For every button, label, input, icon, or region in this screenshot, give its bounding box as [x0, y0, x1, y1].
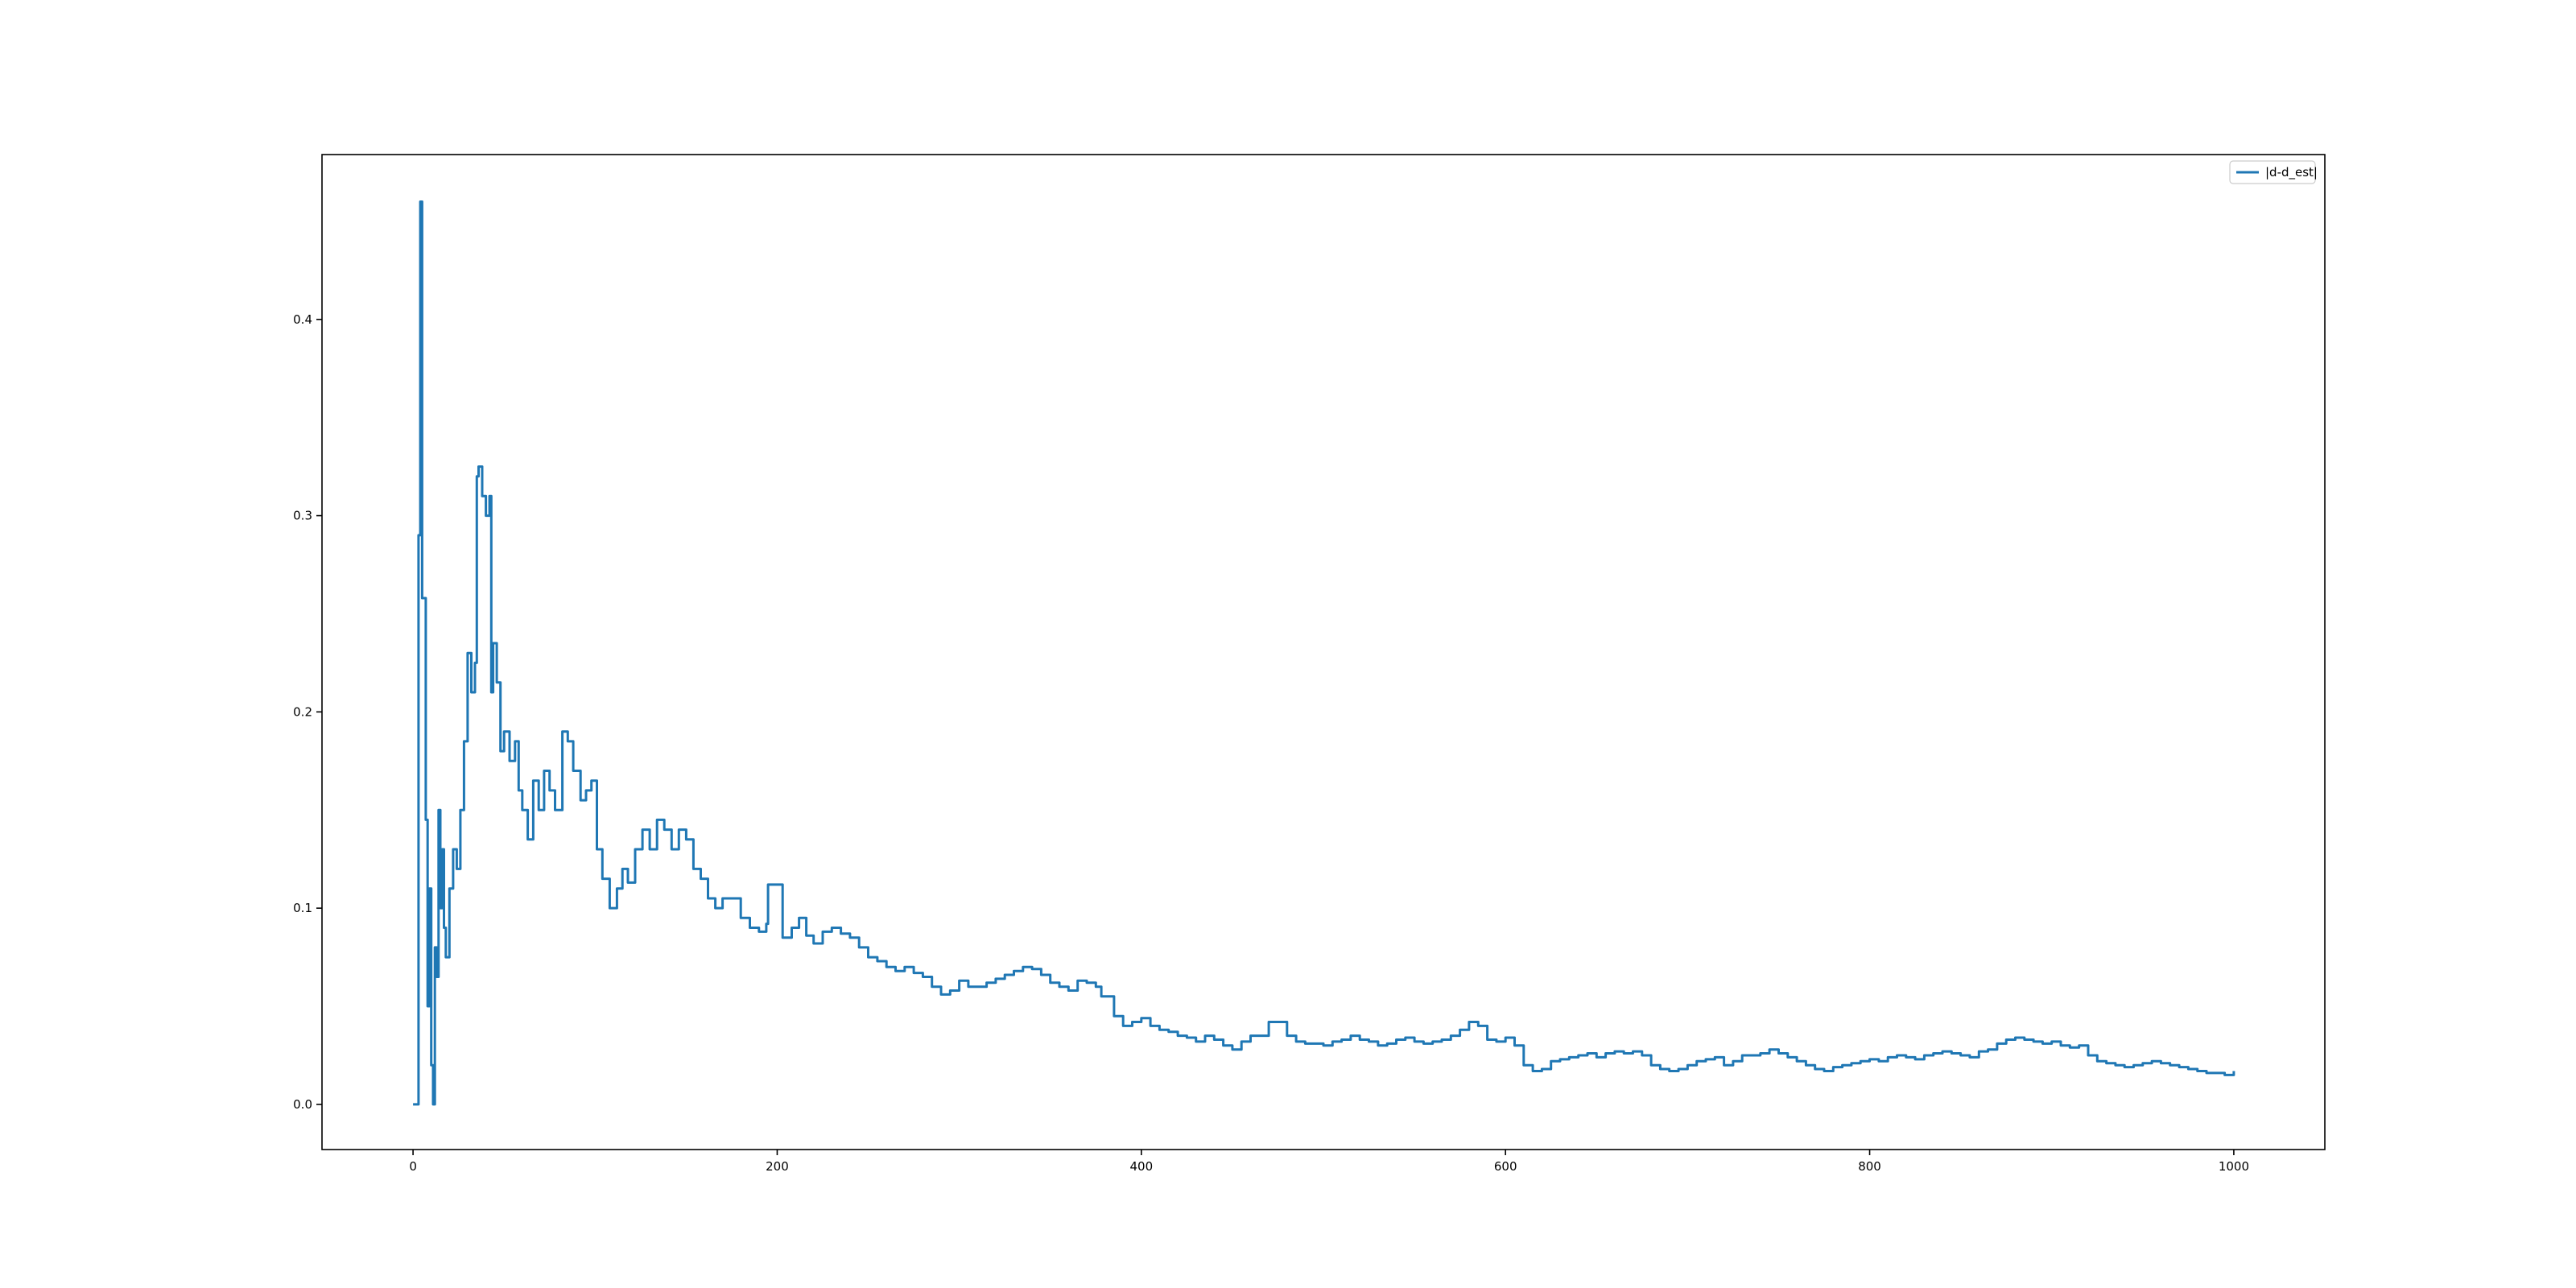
y-tick-label: 0.0 — [293, 1097, 312, 1112]
x-tick-label: 600 — [1494, 1159, 1517, 1174]
y-tick-label: 0.3 — [293, 509, 312, 523]
x-tick-label: 200 — [766, 1159, 789, 1174]
x-tick-label: 400 — [1129, 1159, 1153, 1174]
axes-background — [322, 155, 2325, 1150]
y-axis: 0.0 0.1 0.2 0.3 0.4 — [293, 312, 322, 1112]
legend-box — [2229, 160, 2316, 184]
legend: |d-d_est| — [2229, 160, 2318, 184]
y-tick-label: 0.1 — [293, 901, 312, 915]
axes-frame — [321, 154, 2326, 1150]
series-line-d-d-est — [413, 200, 2235, 1106]
x-axis: 0 200 400 600 800 1000 — [409, 1150, 2249, 1174]
legend-label: |d-d_est| — [2265, 165, 2318, 180]
x-tick-label: 1000 — [2219, 1159, 2249, 1174]
y-tick-label: 0.4 — [293, 312, 312, 327]
y-tick-label: 0.2 — [293, 704, 312, 719]
x-tick-label: 800 — [1858, 1159, 1881, 1174]
x-tick-label: 0 — [409, 1159, 417, 1174]
plot-area — [321, 154, 2326, 1150]
